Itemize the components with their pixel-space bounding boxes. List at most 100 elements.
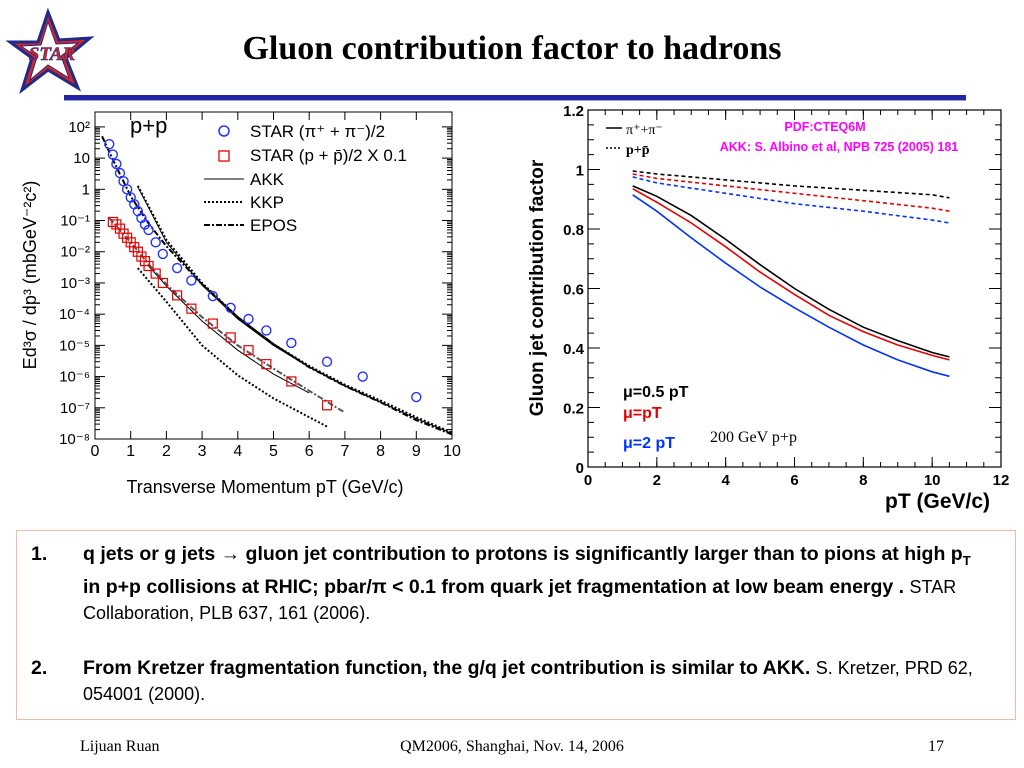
- bullet-citation: STAR Collaboration, PLB 637, 161 (2006).: [83, 576, 957, 623]
- x-tick-label: 7: [340, 443, 349, 460]
- gluon-fraction-curve: [632, 185, 950, 358]
- x-tick-label: 2: [162, 443, 171, 460]
- y-tick-label: 10²: [68, 119, 90, 136]
- right-y-axis-label: Gluon jet contribution factor: [527, 159, 548, 416]
- legend-marker-pion: [218, 125, 230, 137]
- data-point-pion: [286, 337, 297, 349]
- data-point-proton: [186, 303, 197, 314]
- bullet-box: 1. q jets or g jets → gluon jet contribu…: [16, 530, 1016, 720]
- data-point-proton: [150, 268, 161, 279]
- data-point-pion: [225, 302, 236, 313]
- data-point-proton: [286, 376, 297, 387]
- legend-label-epos: EPOS: [250, 216, 297, 235]
- star-logo: STAR: [2, 6, 102, 98]
- data-point-pion: [104, 138, 115, 150]
- bullet-number: 2.: [31, 657, 48, 679]
- gluon-fraction-chart: 0 2 4 6 8 10 12 0 0.2 0.4 0.6 0.8 1 1.2 PDF:CTEQ6M AK…: [505, 98, 1017, 523]
- data-point-proton: [107, 216, 118, 228]
- legend-label-pion: STAR (π⁺ + π⁻)/2: [250, 122, 385, 141]
- x-tick-label: 10: [924, 472, 941, 489]
- bullet-subscript: T: [962, 552, 971, 568]
- y-tick-label: 1: [576, 163, 584, 180]
- y-tick-label: 10⁻⁶: [59, 369, 90, 386]
- x-tick-label: 8: [859, 472, 867, 489]
- title-rule-shadow: [64, 100, 966, 101]
- data-point-pion: [150, 237, 161, 248]
- y-tick-label: 10⁻⁸: [59, 431, 90, 448]
- y-tick-label: 10⁻³: [60, 275, 90, 292]
- data-point-pion: [157, 248, 169, 260]
- left-x-axis-label: Transverse Momentum pT (GeV/c): [126, 477, 403, 497]
- x-tick-label: 5: [269, 443, 278, 460]
- model-curve: [101, 135, 453, 436]
- x-tick-label: 0: [584, 472, 592, 489]
- x-tick-label: 1: [126, 443, 135, 460]
- data-point-proton: [157, 277, 168, 289]
- data-point-pion: [139, 219, 151, 230]
- x-tick-label: 0: [91, 443, 100, 460]
- x-tick-label: 4: [233, 443, 242, 460]
- x-tick-label: 4: [721, 472, 730, 489]
- data-point-pion: [107, 149, 119, 160]
- pdf-annotation: PDF:CTEQ6M: [784, 120, 865, 134]
- data-point-proton: [172, 290, 183, 301]
- data-point-proton: [321, 400, 333, 411]
- data-point-pion: [111, 158, 122, 170]
- legend-label-proton-right: p+p̄: [626, 143, 650, 158]
- bullet-text: q jets or g jets → gluon jet contributio…: [83, 541, 983, 626]
- data-point-pion: [261, 325, 272, 336]
- data-point-pion: [357, 371, 368, 382]
- legend-label-proton: STAR (p + p̄)/2 X 0.1: [250, 146, 407, 165]
- y-tick-label: 10: [73, 150, 90, 167]
- x-tick-label: 9: [412, 443, 421, 460]
- bullet-pre: q jets or g jets: [83, 543, 216, 565]
- x-tick-label: 10: [443, 443, 461, 460]
- data-point-pion: [243, 313, 254, 325]
- legend-label-kkp: KKP: [250, 193, 284, 212]
- data-point-pion: [186, 275, 197, 286]
- y-tick-label: 10⁻¹: [60, 213, 90, 230]
- gluon-fraction-curve: [632, 176, 950, 224]
- bullet-main-a: gluon jet contribution to protons is sig…: [245, 543, 963, 565]
- akk-annotation: AKK: S. Albino et al, NPB 725 (2005) 181: [720, 140, 959, 154]
- gluon-fraction-curve: [632, 170, 950, 199]
- y-tick-label: 0.2: [563, 401, 584, 418]
- x-tick-label: 12: [993, 472, 1010, 489]
- data-point-pion: [171, 262, 183, 274]
- energy-label: 200 GeV p+p: [710, 429, 797, 446]
- y-tick-label: 0: [576, 460, 584, 477]
- bullet-text: From Kretzer fragmentation function, the…: [83, 655, 983, 707]
- left-legend: STAR (π⁺ + π⁻)/2 STAR (p + p̄)/2 X 0.1 A…: [204, 122, 407, 235]
- y-tick-label: 10⁻⁴: [59, 306, 90, 323]
- x-tick-label: 8: [376, 443, 385, 460]
- gluon-fraction-curve: [632, 194, 950, 378]
- data-point-pion: [411, 391, 422, 403]
- model-curve: [137, 267, 328, 428]
- left-y-axis-label: Ed³σ / dp³ (mbGeV⁻²c²): [20, 181, 40, 370]
- data-point-proton: [143, 260, 154, 272]
- mu-label-half: μ=0.5 pT: [623, 384, 689, 401]
- model-curve: [148, 265, 310, 394]
- title-rule: [64, 95, 966, 100]
- bullet-number: 1.: [31, 543, 48, 565]
- mu-label-one: μ=pT: [623, 405, 662, 422]
- bullet-citation: S. Kretzer, PRD 62, 054001 (2000).: [83, 658, 973, 704]
- model-curve: [136, 185, 453, 434]
- footer-conference: QM2006, Shanghai, Nov. 14, 2006: [400, 738, 624, 755]
- y-tick-label: 0.8: [563, 222, 584, 239]
- footer-author: Lijuan Ruan: [80, 738, 160, 755]
- data-point-pion: [321, 356, 333, 367]
- x-tick-label: 3: [198, 443, 207, 460]
- data-point-pion: [207, 290, 219, 302]
- right-x-axis-label: pT (GeV/c): [885, 490, 990, 513]
- y-tick-label: 10⁻²: [60, 244, 90, 261]
- logo-text: STAR: [29, 44, 75, 65]
- data-point-proton: [225, 332, 236, 343]
- model-curve: [137, 186, 453, 434]
- y-tick-label: 10⁻⁷: [60, 400, 90, 417]
- bullet-main-b: in p+p collisions at RHIC; pbar/π < 0.1 …: [83, 575, 905, 598]
- footer-page-number: 17: [928, 738, 944, 755]
- legend-label-pion-right: π⁺+π⁻: [626, 123, 663, 138]
- legend-label-akk: AKK: [250, 170, 285, 189]
- x-tick-label: 6: [305, 443, 314, 460]
